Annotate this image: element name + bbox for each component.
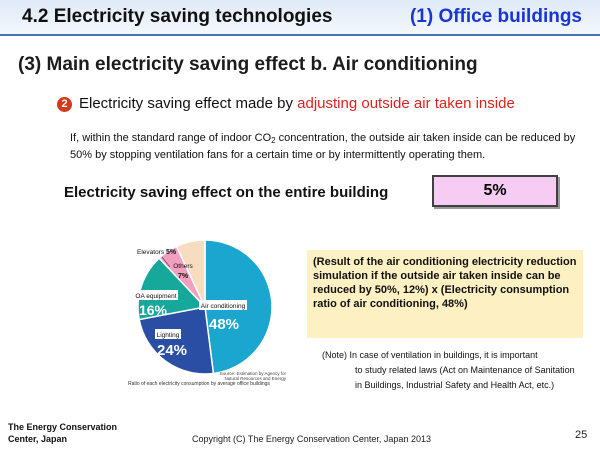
description-part1: If, within the standard range of indoor … bbox=[70, 132, 272, 144]
header-band bbox=[0, 0, 600, 36]
slice-label-air-conditioning: Air conditioning bbox=[201, 303, 246, 310]
footer-org-line2: Center, Japan bbox=[8, 434, 68, 444]
footer-copyright: Copyright (C) The Energy Conservation Ce… bbox=[192, 434, 431, 444]
pie-slice-lighting bbox=[138, 306, 215, 375]
description-subscript: 2 bbox=[271, 136, 276, 145]
item-lead-prefix: Electricity saving effect made by bbox=[79, 95, 298, 112]
slice-value-air-conditioning: 48% bbox=[209, 316, 239, 333]
section-title: 4.2 Electricity saving technologies bbox=[22, 6, 333, 27]
label-bg-lighting bbox=[155, 329, 181, 339]
slice-value-lighting: 24% bbox=[157, 342, 187, 359]
note: (Note) In case of ventilation in buildin… bbox=[322, 348, 584, 393]
slice-label-lighting: Lighting bbox=[157, 332, 180, 339]
footer-org-line1: The Energy Conservation bbox=[8, 422, 118, 432]
elevators-leader-line bbox=[161, 256, 171, 268]
chart-source: Source: Estimation by Agency for Natural… bbox=[219, 371, 286, 381]
slice-label-oa-equipment: OA equipment bbox=[135, 293, 176, 300]
section-subtitle: (1) Office buildings bbox=[409, 6, 582, 27]
label-bg-oa-equipment bbox=[134, 290, 178, 300]
footer-organization: The Energy Conservation Center, Japan bbox=[8, 421, 117, 445]
slice-value-others: 7% bbox=[178, 273, 189, 280]
result-explanation: (Result of the air conditioning electric… bbox=[307, 250, 583, 338]
slice-label-others: Others bbox=[173, 263, 193, 270]
note-prefix: (Note) In case of ventilation in buildin… bbox=[322, 350, 538, 360]
slice-value-elevators: 5% bbox=[166, 249, 177, 256]
label-bg-air-conditioning bbox=[199, 300, 247, 310]
description: If, within the standard range of indoor … bbox=[70, 131, 580, 163]
item-lead: Electricity saving effect made by adjust… bbox=[79, 95, 515, 112]
page-title: (3) Main electricity saving effect b. Ai… bbox=[18, 54, 478, 75]
slice-value-oa-equipment: 16% bbox=[139, 302, 168, 318]
item-number-badge: 2 bbox=[57, 97, 72, 112]
pie-slice-oa-equipment bbox=[137, 257, 207, 321]
page-number: 25 bbox=[575, 429, 588, 441]
effect-label: Electricity saving effect on the entire … bbox=[64, 184, 389, 201]
description-part2: concentration, the outside air taken ins… bbox=[70, 132, 576, 161]
electricity-ratio-pie-chart: Air conditioning 48% Lighting 24% OA equ… bbox=[134, 239, 273, 375]
note-rest: to study related laws (Act on Maintenanc… bbox=[355, 365, 575, 390]
pie-slices bbox=[137, 239, 273, 375]
pie-slice-others bbox=[175, 239, 206, 308]
item-lead-highlight: adjusting outside air taken inside bbox=[297, 95, 515, 112]
slice-label-elevators: Elevators bbox=[137, 249, 165, 256]
chart-caption: Ratio of each electricity consumption by… bbox=[128, 381, 270, 387]
effect-value-box: 5% bbox=[432, 175, 558, 207]
